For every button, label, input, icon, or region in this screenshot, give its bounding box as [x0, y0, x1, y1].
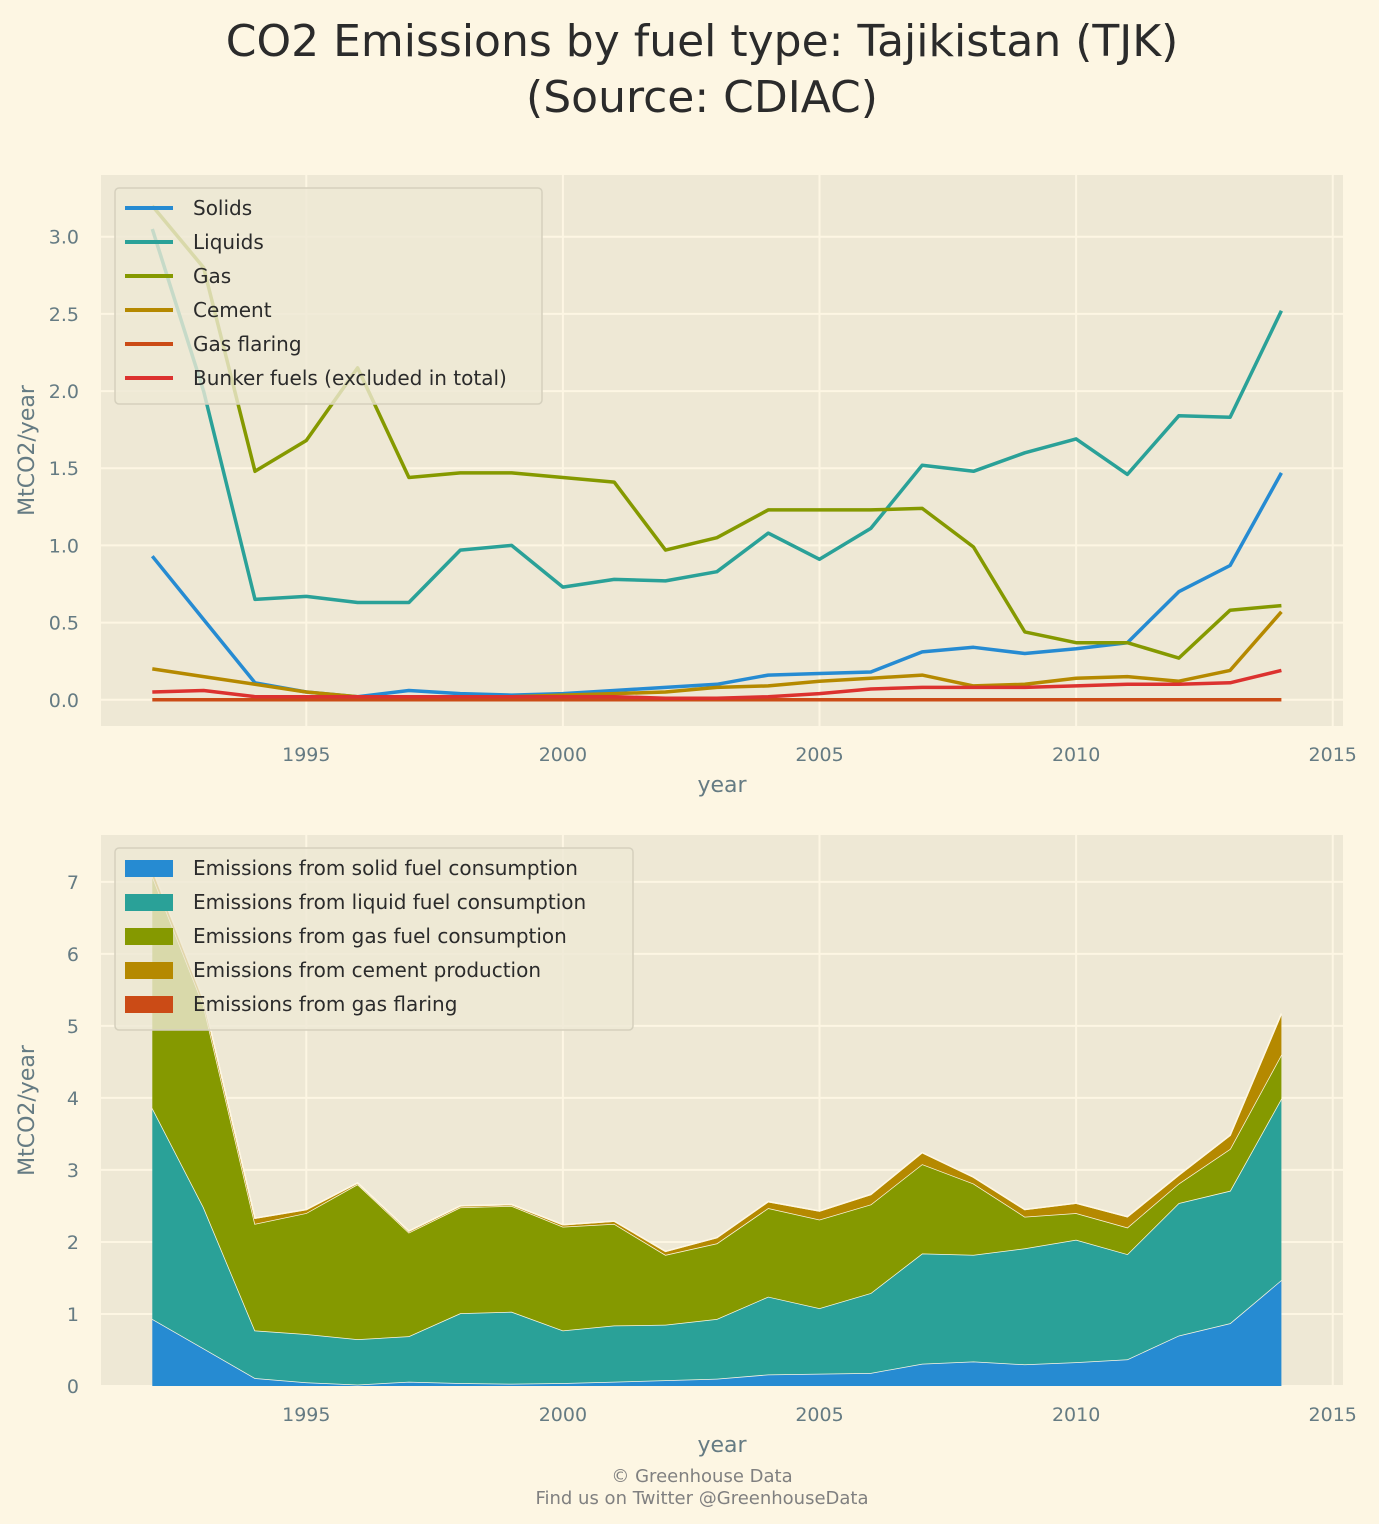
- legend-box: [114, 847, 634, 1031]
- legend-color-swatch: [125, 928, 173, 945]
- legend-entry: Emissions from liquid fuel consumption: [193, 890, 586, 914]
- x-tick-label: 2005: [795, 1404, 843, 1426]
- line-chart: 1995 2000 2005 2010 2015 0.0 0.5 1.0 1.5 2.0 2.5 3.…: [15, 175, 1357, 798]
- legend-entry: Emissions from solid fuel consumption: [193, 856, 578, 880]
- legend-color-swatch: [125, 894, 173, 911]
- x-tick-label: 1995: [282, 744, 330, 766]
- footer-twitter: Find us on Twitter @GreenhouseData: [535, 1488, 868, 1509]
- x-tick-label: 2015: [1309, 1404, 1357, 1426]
- y-tick-label: 2: [67, 1232, 79, 1254]
- chart-title-line-2: (Source: CDIAC): [526, 72, 878, 123]
- x-axis-label: year: [697, 773, 747, 798]
- legend-box: [114, 187, 543, 405]
- y-tick-label: 1.0: [49, 535, 79, 557]
- footer-copyright: © Greenhouse Data: [611, 1466, 792, 1487]
- series-area-edge: [151, 868, 1283, 1253]
- series-line: [152, 668, 1282, 700]
- legend-color-swatch: [125, 996, 173, 1013]
- legend-entry: Gas flaring: [193, 332, 302, 356]
- chart-title-line-1: CO2 Emissions by fuel type: Tajikistan (…: [226, 16, 1179, 67]
- x-tick-label: 2010: [1052, 1404, 1100, 1426]
- legend-entry: Solids: [193, 196, 252, 220]
- y-tick-label: 7: [67, 872, 79, 894]
- y-tick-label: 1: [67, 1304, 79, 1326]
- x-tick-label: 2005: [795, 744, 843, 766]
- y-tick-label: 3.0: [49, 227, 79, 249]
- legend-entry: Cement: [193, 298, 272, 322]
- y-tick-label: 2.0: [49, 381, 79, 403]
- series-area: [152, 1098, 1282, 1385]
- series-area: [152, 876, 1282, 1340]
- x-axis-label: year: [697, 1433, 747, 1458]
- legend-entry: Gas: [193, 264, 231, 288]
- stacked-area-chart: 1995 2000 2005 2010 2015 0 1 2 3 4 5 6 7 year MtCO2/ye…: [15, 835, 1357, 1458]
- legend-color-swatch: [125, 962, 173, 979]
- x-tick-label: 2000: [539, 744, 587, 766]
- y-tick-label: 5: [67, 1016, 79, 1038]
- legend-entry: Emissions from cement production: [193, 958, 541, 982]
- y-tick-label: 1.5: [49, 458, 79, 480]
- x-tick-label: 2000: [539, 1404, 587, 1426]
- legend-entry: Liquids: [193, 230, 264, 254]
- legend-color-swatch: [125, 860, 173, 877]
- legend-entry: Bunker fuels (excluded in total): [193, 366, 507, 390]
- series-line: [150, 228, 1283, 605]
- y-tick-label: 4: [67, 1088, 79, 1110]
- x-tick-label: 1995: [282, 1404, 330, 1426]
- legend-entry: Emissions from gas fuel consumption: [193, 924, 567, 948]
- legend-entry: Emissions from gas flaring: [193, 992, 457, 1016]
- series-area: [152, 1280, 1282, 1386]
- y-tick-label: 0.5: [49, 613, 79, 635]
- y-tick-label: 3: [67, 1160, 79, 1182]
- y-tick-label: 0: [67, 1376, 79, 1398]
- y-tick-label: 2.5: [49, 304, 79, 326]
- y-tick-label: 6: [67, 944, 79, 966]
- x-tick-label: 2015: [1309, 744, 1357, 766]
- y-axis-label: MtCO2/year: [15, 384, 40, 516]
- x-tick-label: 2010: [1052, 744, 1100, 766]
- y-tick-label: 0.0: [49, 690, 79, 712]
- y-axis-label: MtCO2/year: [15, 1044, 40, 1176]
